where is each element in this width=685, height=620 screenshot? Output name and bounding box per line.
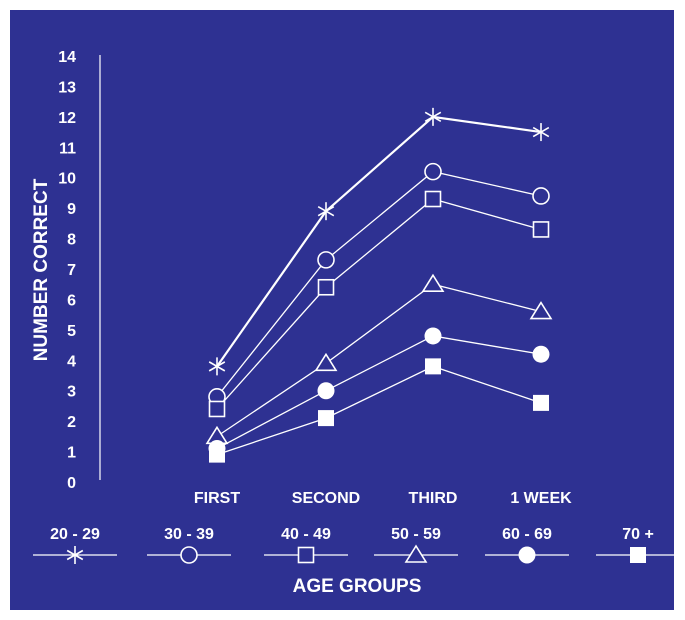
data-point bbox=[532, 221, 550, 238]
legend-label: 40 - 49 bbox=[281, 526, 331, 543]
legend-label: 50 - 59 bbox=[391, 526, 441, 543]
series-line bbox=[216, 283, 542, 437]
legend-marker bbox=[518, 546, 536, 564]
y-tick-label: 4 bbox=[67, 353, 76, 370]
y-tick-label: 12 bbox=[58, 110, 76, 127]
data-point bbox=[532, 123, 550, 142]
legend-label: 30 - 39 bbox=[164, 526, 214, 543]
data-point bbox=[318, 410, 334, 427]
legend-label: 60 - 69 bbox=[502, 526, 552, 543]
data-point bbox=[317, 278, 335, 296]
y-tick-label: 3 bbox=[67, 384, 76, 401]
y-tick-label: 2 bbox=[67, 414, 76, 431]
legend-item: 60 - 69 bbox=[485, 526, 569, 564]
data-point bbox=[424, 190, 442, 208]
legend-item: 70 + bbox=[596, 526, 680, 563]
y-tick-label: 5 bbox=[67, 323, 76, 340]
series-line bbox=[216, 198, 542, 410]
legend-label: 70 + bbox=[622, 526, 654, 543]
legend-label: 20 - 29 bbox=[50, 526, 100, 543]
x-tick-label: 1 WEEK bbox=[510, 490, 572, 507]
data-point bbox=[421, 273, 445, 293]
data-point bbox=[208, 357, 226, 376]
x-tick-labels: FIRST SECOND THIRD 1 WEEK bbox=[194, 490, 572, 507]
x-tick-label: SECOND bbox=[292, 490, 360, 507]
y-tick-label: 13 bbox=[58, 79, 76, 96]
series-line bbox=[216, 335, 542, 450]
series-5 bbox=[208, 327, 550, 458]
data-point bbox=[425, 358, 441, 375]
legend-marker bbox=[630, 547, 646, 563]
legend-marker bbox=[297, 546, 315, 564]
series-4 bbox=[205, 273, 553, 445]
y-tick-label: 8 bbox=[67, 232, 76, 249]
y-tick-label: 7 bbox=[67, 262, 76, 279]
series-line bbox=[216, 365, 542, 456]
legend-marker bbox=[404, 544, 428, 563]
series-1 bbox=[208, 107, 550, 376]
series-2 bbox=[208, 162, 550, 406]
series-line bbox=[216, 170, 542, 398]
y-tick-label: 9 bbox=[67, 201, 76, 218]
x-axis-title: AGE GROUPS bbox=[293, 576, 422, 597]
data-point bbox=[317, 251, 335, 269]
legend: 20 - 29 30 - 39 40 - 49 50 - 59 60 - 69 70 + bbox=[33, 526, 680, 564]
series bbox=[205, 107, 553, 463]
y-tick-label: 1 bbox=[67, 445, 76, 462]
data-point bbox=[209, 446, 225, 463]
data-point bbox=[317, 202, 335, 221]
x-tick-label: THIRD bbox=[409, 490, 458, 507]
data-point bbox=[314, 352, 338, 372]
legend-item: 50 - 59 bbox=[374, 526, 458, 563]
legend-marker bbox=[66, 546, 84, 564]
series-6 bbox=[209, 358, 549, 463]
data-point bbox=[424, 162, 442, 181]
y-tick-label: 6 bbox=[67, 292, 76, 309]
y-tick-label: 14 bbox=[58, 49, 76, 66]
data-point bbox=[424, 327, 442, 345]
legend-item: 40 - 49 bbox=[264, 526, 348, 564]
chart-panel bbox=[10, 10, 674, 610]
series-line bbox=[216, 115, 542, 368]
y-tick-label: 10 bbox=[58, 171, 76, 188]
data-point bbox=[533, 394, 549, 411]
legend-marker bbox=[180, 546, 198, 564]
data-point bbox=[424, 107, 442, 126]
y-axis-title: NUMBER CORRECT bbox=[31, 178, 52, 361]
y-tick-label: 0 bbox=[67, 475, 76, 492]
series-3 bbox=[208, 190, 550, 418]
data-point bbox=[208, 400, 226, 418]
y-tick-label: 11 bbox=[59, 140, 76, 157]
data-point bbox=[529, 301, 553, 320]
data-point bbox=[532, 345, 550, 363]
x-tick-label: FIRST bbox=[194, 490, 240, 507]
legend-item: 20 - 29 bbox=[33, 526, 117, 564]
data-point bbox=[532, 187, 550, 205]
data-point bbox=[317, 382, 335, 400]
legend-item: 30 - 39 bbox=[147, 526, 231, 564]
